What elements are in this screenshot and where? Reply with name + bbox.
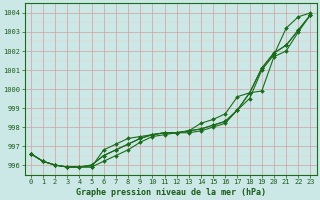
X-axis label: Graphe pression niveau de la mer (hPa): Graphe pression niveau de la mer (hPa) — [76, 188, 266, 197]
